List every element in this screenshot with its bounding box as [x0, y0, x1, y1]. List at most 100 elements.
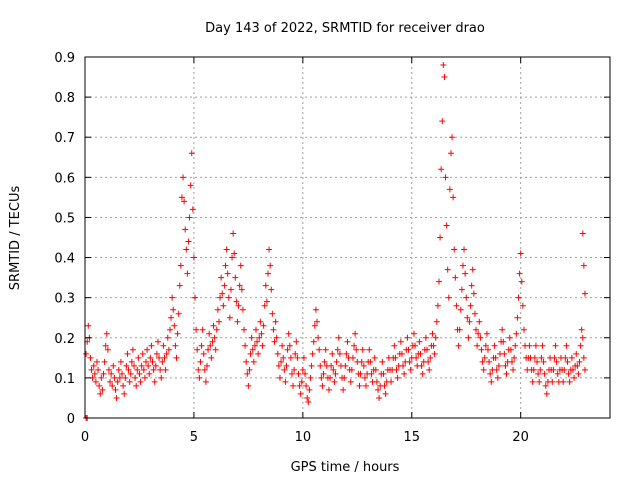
data-point: [221, 282, 228, 289]
data-point: [429, 330, 436, 337]
data-point: [431, 350, 438, 357]
data-point: [123, 362, 130, 369]
data-point: [456, 326, 463, 333]
data-point: [251, 342, 258, 349]
data-point: [500, 338, 507, 345]
data-point: [293, 338, 300, 345]
data-point: [103, 330, 110, 337]
data-point: [151, 378, 158, 385]
data-point: [115, 366, 122, 373]
data-point: [469, 266, 476, 273]
data-point: [137, 378, 144, 385]
data-point: [371, 354, 378, 361]
data-point: [156, 354, 163, 361]
data-point: [439, 118, 446, 125]
data-point: [114, 378, 121, 385]
data-point: [481, 354, 488, 361]
data-point: [297, 390, 304, 397]
data-point: [202, 378, 209, 385]
data-point: [108, 370, 115, 377]
data-point: [160, 342, 167, 349]
data-point: [444, 266, 451, 273]
data-point: [560, 378, 567, 385]
data-point: [434, 302, 441, 309]
data-point: [157, 366, 164, 373]
data-point: [305, 398, 312, 405]
data-point: [441, 74, 448, 81]
data-point: [134, 366, 141, 373]
data-point: [291, 366, 298, 373]
data-point: [352, 330, 359, 337]
data-point: [451, 246, 458, 253]
data-point: [539, 342, 546, 349]
data-point: [328, 362, 335, 369]
data-point: [154, 338, 161, 345]
data-point: [111, 374, 118, 381]
data-point: [117, 358, 124, 365]
data-point: [255, 350, 262, 357]
data-point: [412, 342, 419, 349]
data-point: [405, 346, 412, 353]
data-point: [333, 358, 340, 365]
data-point: [406, 358, 413, 365]
data-point: [435, 278, 442, 285]
chart-title: Day 143 of 2022, SRMTID for receiver dra…: [205, 21, 485, 36]
data-point: [343, 350, 350, 357]
data-point: [212, 346, 219, 353]
data-point: [332, 370, 339, 377]
data-point: [575, 370, 582, 377]
data-point: [478, 346, 485, 353]
data-point: [290, 382, 297, 389]
data-point: [314, 318, 321, 325]
x-tick-label: 15: [403, 430, 420, 445]
data-point: [309, 350, 316, 357]
data-point: [170, 306, 177, 313]
data-point: [487, 370, 494, 377]
data-point: [349, 354, 356, 361]
data-point: [440, 62, 447, 69]
data-point: [416, 338, 423, 345]
data-point: [486, 358, 493, 365]
data-point: [237, 262, 244, 269]
data-point: [480, 366, 487, 373]
data-point: [194, 346, 201, 353]
data-point: [329, 350, 336, 357]
data-point: [485, 346, 492, 353]
data-point: [334, 346, 341, 353]
data-point: [131, 362, 138, 369]
data-point: [578, 326, 585, 333]
data-point: [303, 382, 310, 389]
data-point: [126, 378, 133, 385]
plot-frame: [84, 56, 611, 419]
data-point: [199, 326, 206, 333]
data-point: [189, 206, 196, 213]
data-point: [205, 346, 212, 353]
data-point: [502, 362, 509, 369]
data-point: [287, 354, 294, 361]
data-point: [503, 370, 510, 377]
data-point: [238, 286, 245, 293]
data-point: [510, 366, 517, 373]
x-tick-label: 10: [295, 430, 312, 445]
data-point: [261, 302, 268, 309]
data-point: [514, 314, 521, 321]
data-point: [188, 150, 195, 157]
data-point: [331, 378, 338, 385]
data-point: [272, 318, 279, 325]
data-point: [206, 330, 213, 337]
data-point: [241, 326, 248, 333]
data-point: [568, 354, 575, 361]
y-tick-label: 0.4: [54, 252, 75, 267]
data-point: [515, 294, 522, 301]
data-point: [257, 318, 264, 325]
data-points: [83, 62, 588, 421]
data-point: [230, 230, 237, 237]
data-point: [363, 382, 370, 389]
data-point: [196, 374, 203, 381]
data-point: [249, 346, 256, 353]
data-point: [231, 250, 238, 257]
data-point: [92, 378, 99, 385]
data-point: [264, 270, 271, 277]
data-point: [159, 358, 166, 365]
data-point: [198, 342, 205, 349]
